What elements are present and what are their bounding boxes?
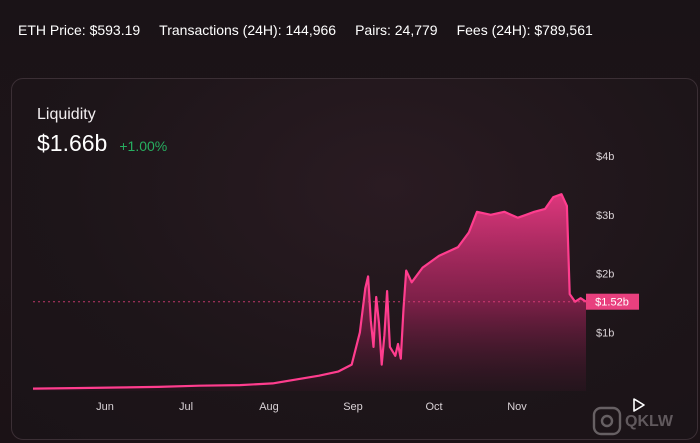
svg-text:QKLW: QKLW <box>625 413 674 430</box>
y-tick-label: $2b <box>596 269 614 281</box>
pairs-stat: Pairs: 24,779 <box>355 22 438 38</box>
y-tick-label: $4b <box>596 151 614 163</box>
liquidity-value-row: $1.66b +1.00% <box>37 130 167 157</box>
current-value-tag <box>586 293 639 310</box>
x-tick-label: Oct <box>425 401 442 413</box>
watermark-logo-icon: QKLW <box>592 406 674 436</box>
play-icon[interactable] <box>630 396 648 414</box>
x-tick-label: Jun <box>96 401 114 413</box>
liquidity-change: +1.00% <box>119 138 168 154</box>
x-tick-label: Aug <box>259 401 279 413</box>
chart-area-layer <box>33 194 586 391</box>
y-tick-label: $1b <box>596 327 614 339</box>
chart-line-layer <box>32 193 587 390</box>
liquidity-area <box>33 194 586 391</box>
y-axis: $4b $3b $2b $1b <box>596 151 614 339</box>
x-tick-label: Nov <box>507 401 527 413</box>
liquidity-value: $1.66b <box>37 130 108 156</box>
x-tick-label: Jul <box>179 401 193 413</box>
transactions-stat: Transactions (24H): 144,966 <box>159 22 337 38</box>
y-tick-label: $3b <box>596 210 614 222</box>
x-axis: Jun Jul Aug Sep Oct Nov <box>96 401 527 413</box>
current-value-label: $1.52b <box>595 297 629 309</box>
eth-price-stat: ETH Price: $593.19 <box>18 22 141 38</box>
current-value-reference: $1.52b <box>33 293 639 310</box>
liquidity-line <box>32 193 587 390</box>
global-stats-bar: ETH Price: $593.19 Transactions (24H): 1… <box>18 22 593 38</box>
fees-stat: Fees (24H): $789,561 <box>456 22 593 38</box>
x-tick-label: Sep <box>343 401 363 413</box>
liquidity-title: Liquidity <box>37 106 96 123</box>
